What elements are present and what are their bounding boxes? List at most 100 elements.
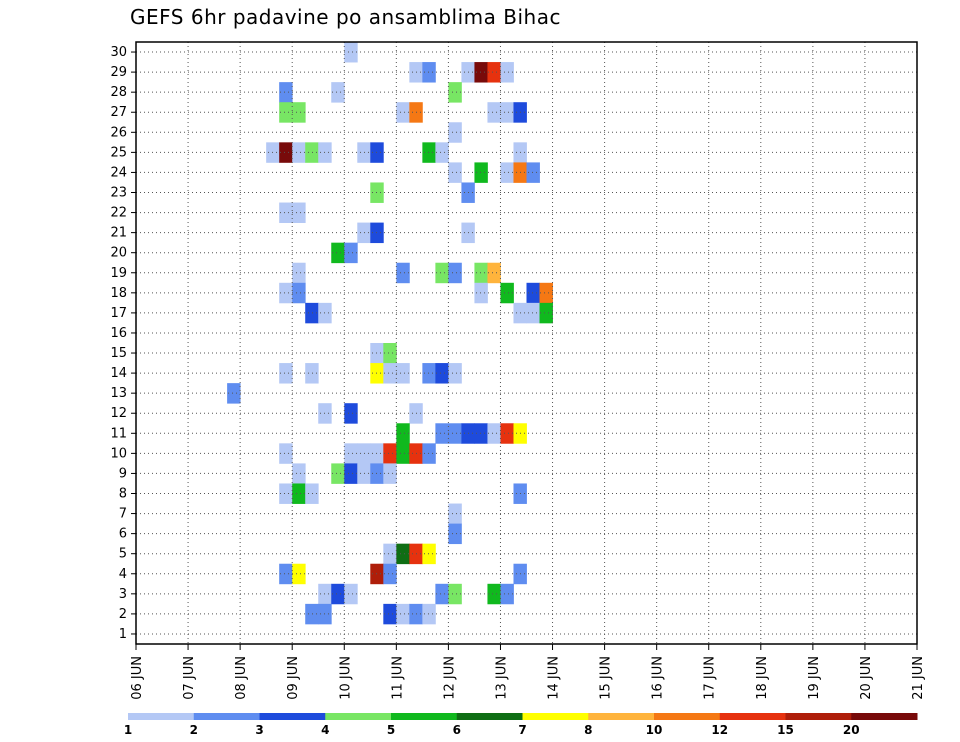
data-cell	[292, 483, 306, 504]
data-cell	[357, 142, 371, 163]
data-cell	[331, 242, 345, 264]
data-cell	[357, 443, 371, 464]
data-cell	[435, 423, 449, 444]
data-cell	[344, 583, 358, 605]
data-cell	[422, 62, 436, 83]
grid	[136, 42, 917, 644]
data-cell	[396, 603, 410, 625]
data-cell	[279, 202, 293, 223]
y-tick-label: 24	[110, 165, 127, 180]
colorbar-swatch	[785, 713, 852, 720]
data-cell	[422, 363, 436, 384]
data-cell	[500, 62, 514, 83]
y-tick-label: 16	[110, 326, 127, 341]
data-cell	[292, 262, 306, 284]
data-cell	[526, 282, 540, 304]
colorbar-label: 20	[843, 723, 860, 737]
y-tick-label: 26	[110, 125, 127, 140]
colorbar-label: 6	[453, 723, 461, 737]
data-cell	[305, 302, 319, 324]
colorbar-label: 15	[777, 723, 794, 737]
data-cell	[331, 463, 345, 484]
data-cell	[383, 363, 397, 384]
data-cell	[279, 142, 293, 163]
x-tick-label: 11 JUN	[390, 656, 405, 700]
x-tick-label: 13 JUN	[494, 656, 509, 700]
data-cell	[435, 583, 449, 605]
y-tick-label: 19	[110, 266, 127, 281]
y-tick-label: 12	[110, 406, 127, 421]
data-cell	[500, 102, 514, 123]
y-tick-label: 21	[110, 226, 127, 241]
colorbar-swatch	[391, 713, 458, 720]
x-tick-label: 10 JUN	[338, 656, 353, 700]
x-tick-label: 09 JUN	[286, 656, 301, 700]
data-cell	[292, 102, 306, 123]
data-cell	[292, 142, 306, 163]
data-cell	[474, 423, 488, 444]
data-cell	[370, 182, 384, 203]
data-cell	[448, 503, 462, 524]
data-cell	[370, 222, 384, 244]
y-tick-label: 4	[119, 567, 127, 582]
data-cell	[474, 162, 488, 183]
data-cell	[383, 563, 397, 585]
x-tick-label: 15 JUN	[599, 656, 614, 700]
data-cell	[383, 343, 397, 364]
data-cell	[487, 583, 501, 605]
data-cell	[422, 603, 436, 625]
y-tick-label: 1	[119, 627, 127, 642]
x-tick-label: 08 JUN	[234, 656, 249, 700]
y-tick-label: 20	[110, 246, 127, 261]
x-tick-label: 17 JUN	[703, 656, 718, 700]
y-tick-label: 22	[110, 206, 127, 221]
data-cell	[539, 302, 553, 324]
plot-frame	[135, 41, 918, 645]
y-tick-label: 8	[119, 487, 127, 502]
y-tick-label: 18	[110, 286, 127, 301]
data-cell	[474, 62, 488, 83]
colorbar-label: 8	[584, 723, 592, 737]
colorbar-swatch	[325, 713, 392, 720]
data-cell	[396, 102, 410, 123]
y-tick-label: 11	[110, 426, 127, 441]
data-cell	[487, 262, 501, 284]
data-cell	[370, 142, 384, 163]
data-cell	[422, 142, 436, 163]
colorbar-label: 2	[190, 723, 198, 737]
data-cell	[357, 463, 371, 484]
data-cell	[422, 443, 436, 464]
data-cell	[344, 403, 358, 424]
colorbar-label: 4	[321, 723, 329, 737]
data-cell	[435, 262, 449, 284]
colorbar-label: 12	[711, 723, 728, 737]
data-cell	[500, 423, 514, 444]
data-cell	[539, 282, 553, 304]
y-tick-label: 28	[110, 85, 127, 100]
y-tick-label: 15	[110, 346, 127, 361]
data-cell	[487, 102, 501, 123]
data-cell	[435, 142, 449, 163]
x-tick-label: 16 JUN	[651, 656, 666, 700]
data-cell	[279, 282, 293, 304]
data-cell	[500, 162, 514, 183]
colorbar-swatch	[522, 713, 589, 720]
data-cell	[448, 262, 462, 284]
colorbar-swatch	[193, 713, 260, 720]
data-cell	[344, 463, 358, 484]
data-cell	[292, 563, 306, 585]
x-tick-label: 14 JUN	[547, 656, 562, 700]
colorbar-label: 10	[646, 723, 663, 737]
colorbar-label: 5	[387, 723, 395, 737]
y-tick-label: 17	[110, 306, 127, 321]
y-tick-label: 29	[110, 65, 127, 80]
y-tick-label: 5	[119, 547, 127, 562]
colorbar-swatch	[259, 713, 326, 720]
data-cell	[435, 363, 449, 384]
data-cell	[279, 483, 293, 504]
y-tick-label: 2	[119, 607, 127, 622]
data-cell	[331, 583, 345, 605]
data-cell	[396, 363, 410, 384]
colorbar: 1 2 3 4 5 6 7 8 10 12 15 20	[124, 713, 918, 737]
